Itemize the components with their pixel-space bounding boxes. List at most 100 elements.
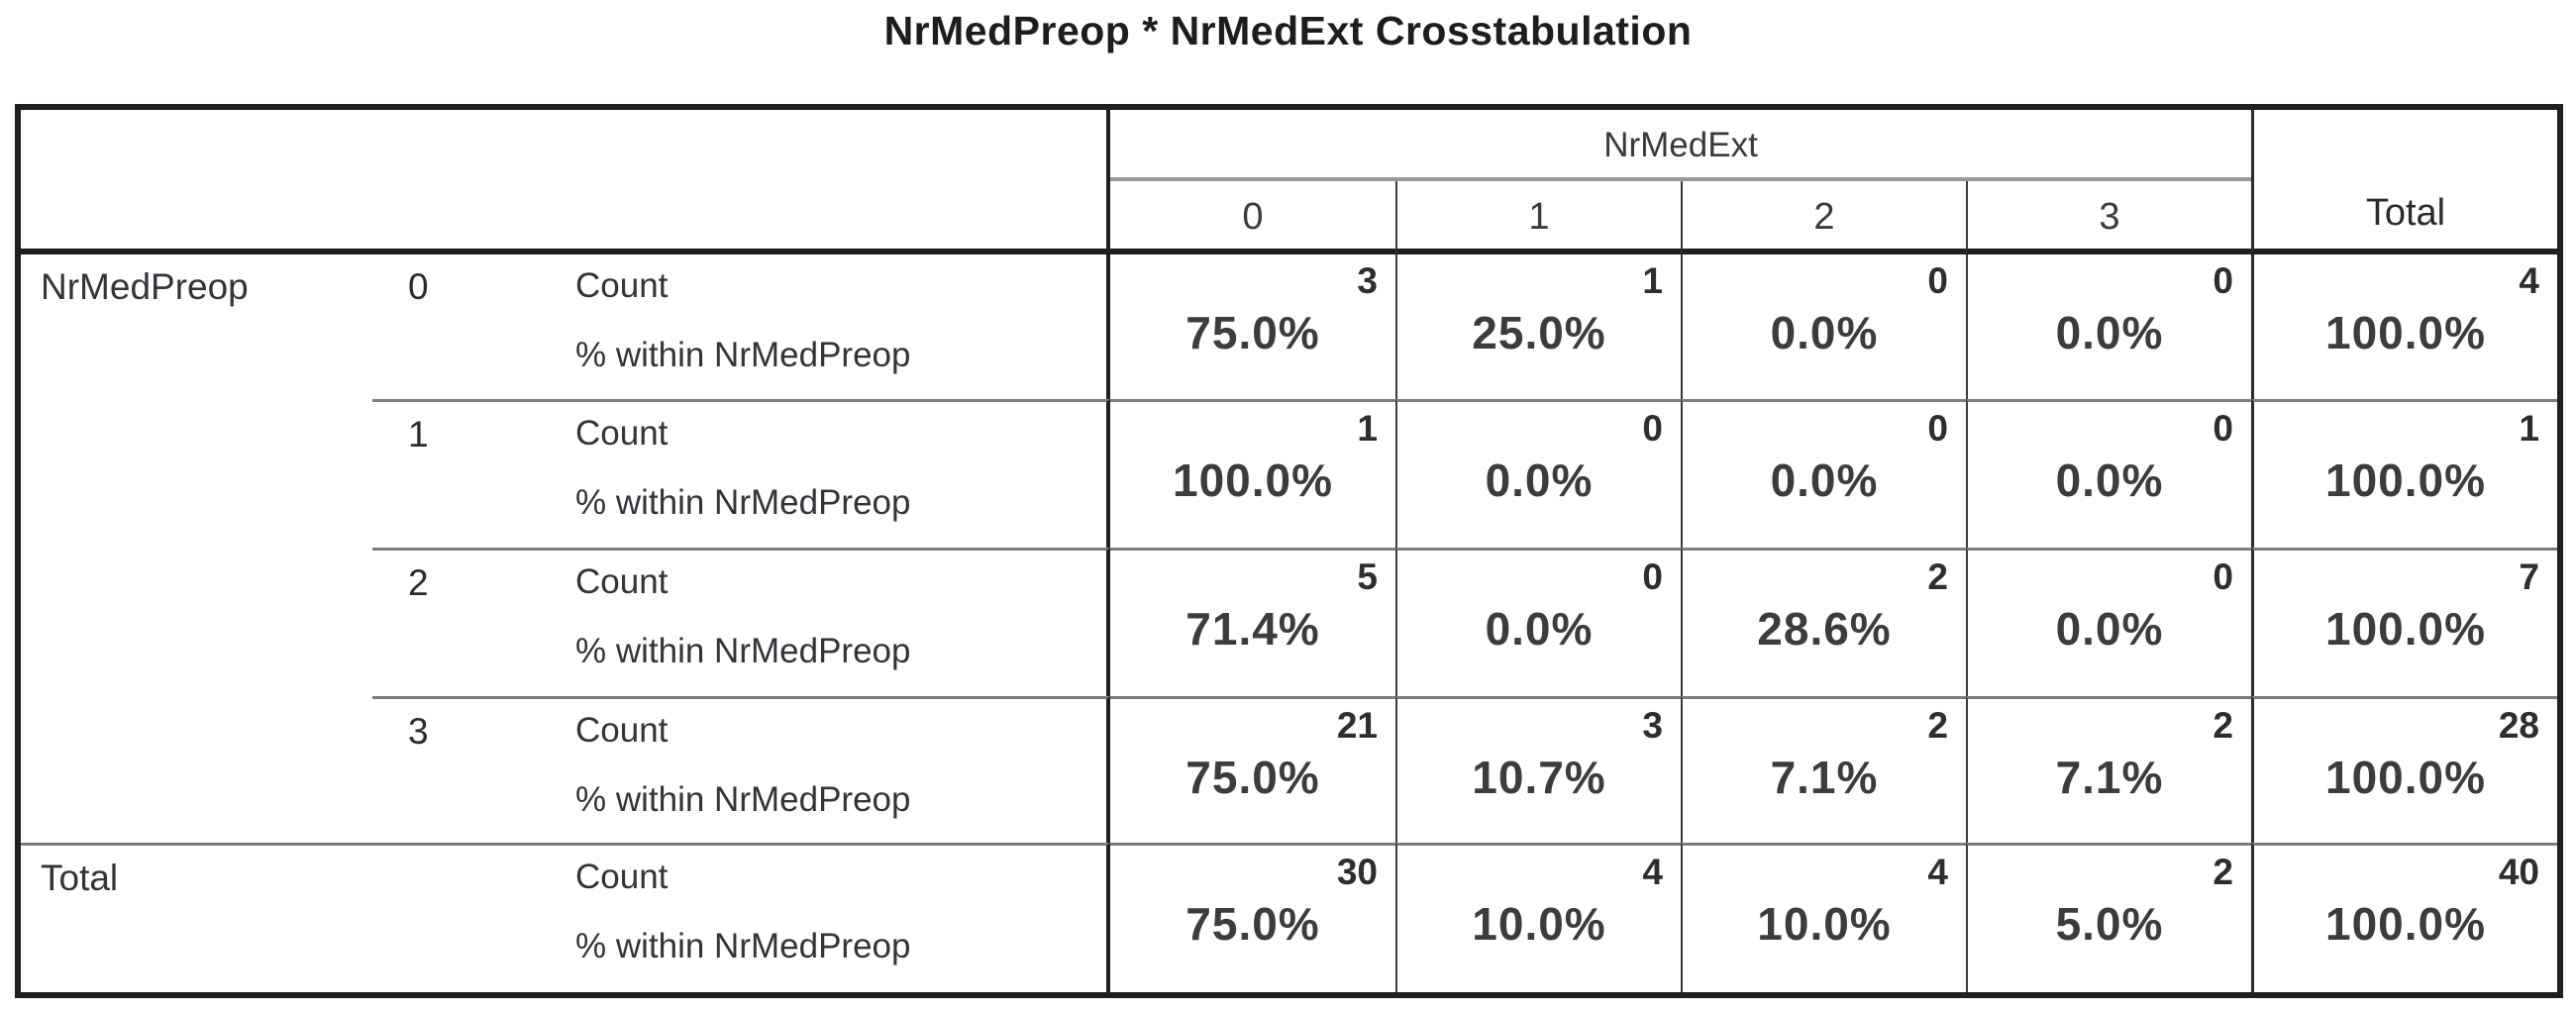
row-dimension-text: NrMedPreop <box>41 266 249 307</box>
row-value-2: 2 <box>408 562 429 603</box>
row-stub-3: 3 Count % within NrMedPreop <box>372 696 1110 843</box>
count-value: 7 <box>2519 556 2539 597</box>
data-cell-r2c0: 5 71.4% <box>1110 548 1395 696</box>
total-column-header: Total <box>2251 110 2557 254</box>
percent-value: 5.0% <box>2055 898 2164 950</box>
data-cell-r3c3: 2 7.1% <box>1966 696 2251 843</box>
data-cell-r0c0: 3 75.0% <box>1110 254 1395 399</box>
column-header-1-label: 1 <box>1528 196 1550 238</box>
data-cell-r0-total: 4 100.0% <box>2251 254 2557 399</box>
data-cell-r1c3: 0 0.0% <box>1966 399 2251 548</box>
measure-labels: Count % within NrMedPreop <box>575 402 910 548</box>
data-cell-totalc3: 2 5.0% <box>1966 843 2251 992</box>
row-label-spacer <box>21 399 372 548</box>
count-value: 4 <box>1642 852 1663 892</box>
row-dimension-label: NrMedPreop <box>21 254 372 399</box>
row-value-0: 0 <box>408 266 429 307</box>
data-cell-r0c2: 0 0.0% <box>1681 254 1966 399</box>
count-value: 0 <box>1927 408 1948 449</box>
measure-count-label: Count <box>575 414 669 453</box>
measure-count-label: Count <box>575 711 669 750</box>
count-value: 30 <box>1336 852 1378 892</box>
data-cell-r2-total: 7 100.0% <box>2251 548 2557 696</box>
data-cell-r0c3: 0 0.0% <box>1966 254 2251 399</box>
measure-percent-label: % within NrMedPreop <box>575 483 911 522</box>
measure-percent-label: % within NrMedPreop <box>575 927 911 965</box>
percent-value: 7.1% <box>2055 752 2164 803</box>
count-value: 1 <box>1357 408 1378 449</box>
measure-labels: Count % within NrMedPreop <box>575 551 910 696</box>
data-cell-r3-total: 28 100.0% <box>2251 696 2557 843</box>
measure-labels: Count % within NrMedPreop <box>575 699 910 843</box>
total-row-label: Total <box>41 858 119 898</box>
count-value: 28 <box>2498 705 2539 746</box>
percent-value: 0.0% <box>1770 455 1879 506</box>
row-label-spacer <box>21 696 372 843</box>
data-cell-r1c2: 0 0.0% <box>1681 399 1966 548</box>
total-column-label: Total <box>2365 192 2446 234</box>
column-header-1: 1 <box>1395 181 1681 254</box>
measure-percent-label: % within NrMedPreop <box>575 632 911 670</box>
column-header-3: 3 <box>1966 181 2251 254</box>
count-value: 3 <box>1642 705 1663 746</box>
measure-labels: Count % within NrMedPreop <box>575 254 910 399</box>
measure-count-label: Count <box>575 266 669 305</box>
column-header-2: 2 <box>1681 181 1966 254</box>
row-stub-total: Count % within NrMedPreop <box>372 843 1110 992</box>
data-cell-r2c1: 0 0.0% <box>1395 548 1681 696</box>
row-stub-1: 1 Count % within NrMedPreop <box>372 399 1110 548</box>
count-value: 0 <box>2213 408 2233 449</box>
count-value: 0 <box>2213 556 2233 597</box>
crosstab-table: NrMedExt Total 0 1 2 3 NrMedPreop 0 Coun… <box>15 104 2563 998</box>
measure-percent-label: % within NrMedPreop <box>575 336 911 374</box>
count-value: 0 <box>1642 408 1663 449</box>
count-value: 3 <box>1357 260 1378 301</box>
percent-value: 71.4% <box>1185 603 1320 655</box>
column-header-0-label: 0 <box>1242 196 1264 238</box>
count-value: 0 <box>1927 260 1948 301</box>
percent-value: 75.0% <box>1185 307 1320 358</box>
count-value: 21 <box>1336 705 1378 746</box>
count-value: 1 <box>1642 260 1663 301</box>
stub-header-cell <box>21 110 1110 254</box>
percent-value: 75.0% <box>1185 752 1320 803</box>
percent-value: 100.0% <box>2324 455 2486 506</box>
count-value: 4 <box>2519 260 2539 301</box>
data-cell-r3c2: 2 7.1% <box>1681 696 1966 843</box>
percent-value: 75.0% <box>1185 898 1320 950</box>
column-header-2-label: 2 <box>1813 196 1835 238</box>
measure-count-label: Count <box>575 562 669 601</box>
percent-value: 0.0% <box>1485 455 1594 506</box>
row-value-1: 1 <box>408 414 429 455</box>
column-dimension-label: NrMedExt <box>1603 126 1758 164</box>
measure-percent-label: % within NrMedPreop <box>575 780 911 819</box>
percent-value: 100.0% <box>2324 898 2486 950</box>
data-cell-r3c1: 3 10.7% <box>1395 696 1681 843</box>
count-value: 2 <box>2213 705 2233 746</box>
count-value: 40 <box>2498 852 2539 892</box>
percent-value: 0.0% <box>1770 307 1879 358</box>
percent-value: 25.0% <box>1472 307 1606 358</box>
count-value: 5 <box>1357 556 1378 597</box>
data-cell-r0c1: 1 25.0% <box>1395 254 1681 399</box>
percent-value: 28.6% <box>1757 603 1892 655</box>
row-label-spacer <box>21 548 372 696</box>
total-row-label-cell: Total <box>21 843 372 992</box>
data-cell-r3c0: 21 75.0% <box>1110 696 1395 843</box>
column-header-0: 0 <box>1110 181 1395 254</box>
count-value: 2 <box>2213 852 2233 892</box>
count-value: 1 <box>2519 408 2539 449</box>
data-cell-r1-total: 1 100.0% <box>2251 399 2557 548</box>
row-value-3: 3 <box>408 711 429 752</box>
count-value: 0 <box>1642 556 1663 597</box>
data-cell-totalc1: 4 10.0% <box>1395 843 1681 992</box>
column-header-3-label: 3 <box>2099 196 2120 238</box>
percent-value: 10.0% <box>1757 898 1892 950</box>
percent-value: 0.0% <box>1485 603 1594 655</box>
percent-value: 100.0% <box>2324 603 2486 655</box>
data-cell-r2c2: 2 28.6% <box>1681 548 1966 696</box>
measure-labels: Count % within NrMedPreop <box>575 846 910 992</box>
count-value: 2 <box>1927 556 1948 597</box>
percent-value: 7.1% <box>1770 752 1879 803</box>
data-cell-r1c1: 0 0.0% <box>1395 399 1681 548</box>
